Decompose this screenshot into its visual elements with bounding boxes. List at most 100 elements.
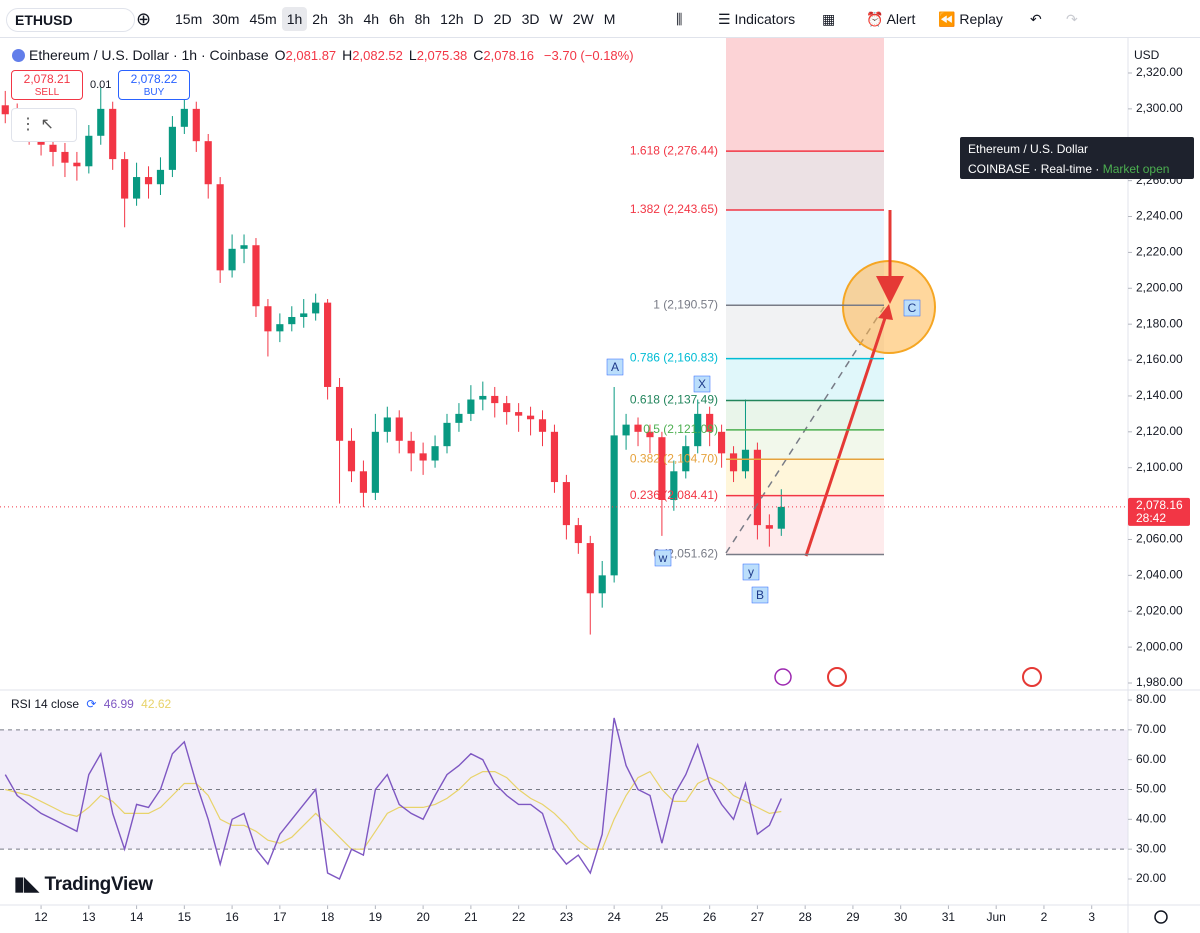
- replay-button[interactable]: ⏪ Replay: [938, 11, 1003, 27]
- rsi-line: [4, 717, 782, 880]
- wave-label: B: [756, 588, 764, 602]
- candle-body: [324, 302, 332, 387]
- y-tick-label: 1,980.00: [1136, 675, 1183, 689]
- y-tick-label: 2,160.00: [1136, 352, 1183, 366]
- candle-body: [216, 184, 224, 271]
- ohlc-value: 2,075.38: [416, 48, 468, 63]
- interval-button[interactable]: W: [549, 11, 563, 27]
- candle-body: [586, 543, 594, 594]
- rsi-title: RSI 14 close: [11, 697, 80, 711]
- event-icon[interactable]: [774, 668, 792, 686]
- interval-button[interactable]: 2h: [312, 11, 328, 27]
- toolbar: ETHUSD ⊕ 15m 30m 45m 1h 2h 3h 4h 6h 8h 12h D 2D 3D W 2…: [0, 0, 1200, 38]
- candle-body: [431, 446, 439, 461]
- interval-button[interactable]: 2W: [572, 11, 594, 27]
- candle-body: [312, 302, 320, 314]
- candle-body: [562, 482, 570, 526]
- alert-button[interactable]: ⏰ Alert: [866, 11, 916, 27]
- rsi-pane: [0, 717, 1128, 880]
- rsi-y-tick-label: 50.00: [1136, 782, 1166, 796]
- last-price-tag: [1128, 497, 1190, 526]
- y-tick-label: 2,320.00: [1136, 65, 1183, 79]
- candle-body: [526, 415, 535, 420]
- interval-button[interactable]: 1h: [281, 7, 308, 31]
- rsi-legend: RSI 14 close ⟳ 46.99 42.62: [11, 697, 171, 711]
- interval-button[interactable]: 2D: [493, 11, 512, 27]
- compare-button[interactable]: ⊕: [136, 9, 152, 29]
- x-tick-label: 17: [273, 910, 287, 924]
- event-icon[interactable]: [1022, 667, 1042, 687]
- fib-zone: [726, 151, 884, 210]
- candle-body: [550, 431, 559, 483]
- sell-button[interactable]: 2,078.21 SELL: [11, 70, 83, 100]
- currency-label[interactable]: USD: [1134, 48, 1160, 62]
- fib-zone: [726, 38, 884, 152]
- wave-label-box: [903, 299, 921, 317]
- interval-button[interactable]: 6h: [389, 11, 405, 27]
- down-arrowhead: [876, 276, 904, 304]
- candle-body: [109, 108, 117, 160]
- fib-label: 0.5 (2,121.09): [643, 422, 718, 436]
- redo-button[interactable]: ↷: [1066, 11, 1078, 27]
- interval-button[interactable]: 8h: [414, 11, 431, 27]
- legend-title: Ethereum / U.S. Dollar · 1h · Coinbase: [29, 47, 269, 63]
- fib-zone: [726, 358, 884, 401]
- interval-button[interactable]: 15m: [175, 11, 203, 27]
- red-arrow: [804, 314, 888, 557]
- interval-button[interactable]: 3D: [521, 11, 540, 27]
- background: [0, 38, 1200, 933]
- grid: [40, 905, 1093, 909]
- x-tick-label: 19: [369, 910, 383, 924]
- candle-body: [658, 437, 666, 500]
- symbol-legend: Ethereum / U.S. Dollar · 1h · Coinbase O2…: [12, 47, 634, 63]
- buy-button[interactable]: 2,078.22 BUY: [118, 70, 190, 100]
- candle-body: [240, 245, 248, 249]
- order-quantity[interactable]: 0.01: [90, 79, 112, 91]
- rsi-refresh-icon[interactable]: ⟳: [86, 697, 97, 711]
- interval-button[interactable]: 4h: [363, 11, 380, 27]
- ohlc-key: C: [473, 47, 484, 63]
- interval-button[interactable]: 12h: [440, 11, 464, 27]
- candle-body: [156, 169, 165, 185]
- interval-button[interactable]: 30m: [212, 11, 240, 27]
- y-tick-label: 2,020.00: [1136, 603, 1183, 617]
- candle-body: [144, 177, 153, 185]
- x-tick-label: 30: [894, 910, 908, 924]
- candle-body: [777, 506, 785, 529]
- fib-zone: [726, 495, 884, 555]
- x-tick-label: 24: [607, 910, 621, 924]
- candle-body: [706, 413, 714, 432]
- rsi-y-tick-label: 80.00: [1136, 692, 1166, 706]
- candle-body: [574, 525, 582, 544]
- indicators-label: Indicators: [734, 11, 796, 27]
- alert-label: Alert: [886, 11, 916, 27]
- candles: [1, 87, 785, 635]
- interval-button[interactable]: 3h: [337, 11, 354, 27]
- undo-button[interactable]: ↶: [1030, 11, 1042, 27]
- interval-button[interactable]: M: [603, 11, 616, 27]
- settings-icon[interactable]: [1154, 910, 1168, 924]
- symbol-search[interactable]: ETHUSD: [6, 8, 135, 32]
- candle-body: [682, 446, 690, 472]
- candle-body: [61, 151, 69, 163]
- layouts-button[interactable]: ▦: [822, 11, 836, 27]
- candle-body: [49, 144, 57, 152]
- candle-body: [538, 419, 547, 432]
- event-icon[interactable]: [827, 667, 847, 687]
- y-tick-label: 2,060.00: [1136, 532, 1183, 546]
- chart-type-button[interactable]: ⫼: [676, 11, 683, 27]
- candle-body: [97, 108, 105, 136]
- event-icons: [774, 667, 1042, 687]
- eth-icon: [12, 49, 25, 62]
- interval-button[interactable]: D: [473, 11, 484, 27]
- drawing-toolbar[interactable]: ⋮ ↖: [11, 108, 77, 142]
- wave-label: y: [748, 565, 754, 579]
- x-tick-label: 26: [703, 910, 717, 924]
- rsi-y-tick-label: 40.00: [1136, 811, 1166, 825]
- candle-body: [443, 422, 451, 447]
- interval-button[interactable]: 45m: [249, 11, 277, 27]
- indicators-button[interactable]: ☰ Indicators: [718, 11, 796, 27]
- wave-label-box: [751, 586, 769, 604]
- candle-body: [718, 431, 726, 454]
